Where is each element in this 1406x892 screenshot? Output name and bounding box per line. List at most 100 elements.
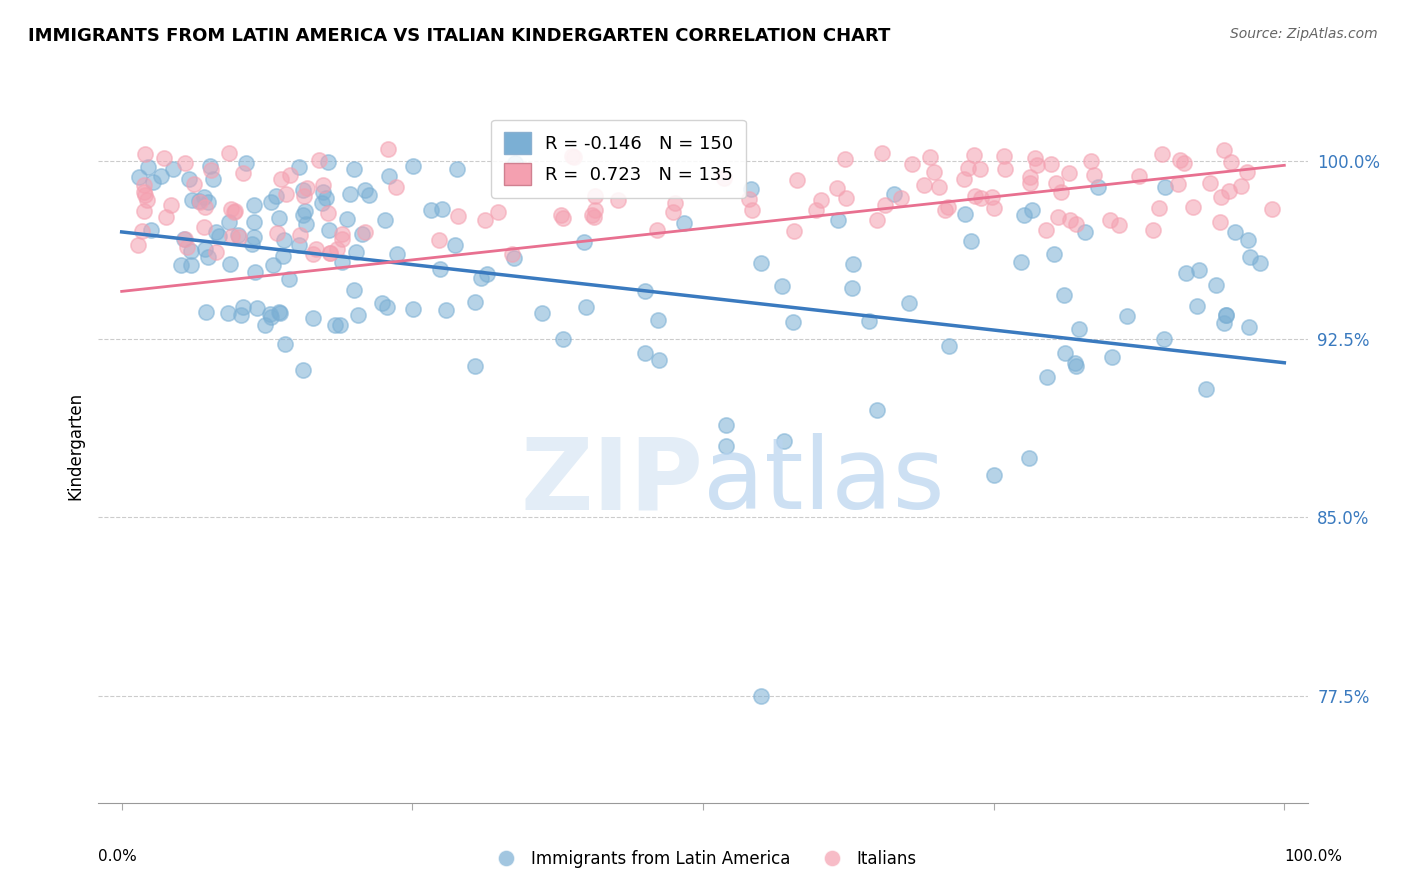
Point	[858, 314, 880, 328]
Point	[770, 279, 793, 293]
Point	[127, 237, 149, 252]
Point	[226, 227, 249, 242]
Point	[553, 332, 575, 346]
Point	[291, 208, 314, 222]
Point	[953, 172, 976, 186]
Point	[352, 227, 374, 241]
Point	[1223, 225, 1246, 239]
Point	[318, 245, 340, 260]
Point	[336, 211, 359, 226]
Point	[607, 194, 630, 208]
Point	[294, 204, 316, 219]
Point	[883, 186, 905, 201]
Point	[343, 162, 366, 177]
Point	[1064, 356, 1087, 370]
Point	[738, 192, 761, 206]
Point	[1018, 450, 1040, 465]
Point	[502, 251, 524, 265]
Point	[384, 179, 406, 194]
Point	[243, 229, 266, 244]
Point	[245, 265, 267, 279]
Point	[218, 257, 240, 271]
Text: IMMIGRANTS FROM LATIN AMERICA VS ITALIAN KINDERGARTEN CORRELATION CHART: IMMIGRANTS FROM LATIN AMERICA VS ITALIAN…	[28, 27, 890, 45]
Point	[377, 142, 399, 156]
Point	[936, 201, 959, 215]
Point	[132, 203, 155, 218]
Point	[197, 194, 219, 209]
Point	[981, 190, 1004, 204]
Point	[271, 249, 294, 263]
Point	[1054, 346, 1077, 360]
Point	[934, 202, 956, 217]
Point	[1173, 156, 1195, 170]
Point	[963, 147, 986, 161]
Point	[1261, 202, 1284, 217]
Point	[218, 145, 240, 160]
Point	[302, 247, 325, 261]
Point	[136, 160, 159, 174]
Point	[134, 188, 156, 202]
Point	[319, 246, 342, 260]
Point	[344, 245, 367, 260]
Point	[1087, 179, 1109, 194]
Point	[288, 238, 311, 252]
Text: atlas: atlas	[703, 434, 945, 530]
Point	[221, 229, 243, 244]
Point	[841, 281, 863, 295]
Point	[645, 223, 668, 237]
Text: Source: ZipAtlas.com: Source: ZipAtlas.com	[1230, 27, 1378, 41]
Point	[1237, 233, 1260, 247]
Point	[922, 165, 945, 179]
Point	[1168, 153, 1191, 167]
Point	[224, 204, 246, 219]
Point	[222, 205, 245, 219]
Point	[316, 206, 339, 220]
Point	[912, 178, 935, 193]
Point	[374, 212, 396, 227]
Point	[501, 246, 523, 260]
Point	[749, 256, 772, 270]
Point	[1053, 288, 1076, 302]
Point	[716, 417, 738, 432]
Point	[531, 306, 554, 320]
Point	[1167, 177, 1189, 191]
Point	[305, 242, 328, 256]
Point	[551, 211, 574, 225]
Point	[475, 267, 498, 281]
Point	[581, 208, 603, 222]
Point	[302, 310, 325, 325]
Point	[716, 439, 738, 453]
Point	[1181, 201, 1204, 215]
Point	[330, 255, 353, 269]
Point	[427, 233, 450, 247]
Point	[267, 211, 290, 226]
Point	[375, 300, 398, 314]
Point	[339, 186, 361, 201]
Point	[402, 159, 425, 173]
Point	[311, 195, 333, 210]
Point	[1024, 151, 1046, 165]
Point	[470, 271, 492, 285]
Point	[176, 239, 198, 253]
Point	[866, 213, 889, 227]
Point	[1212, 143, 1234, 157]
Point	[1128, 169, 1150, 184]
Point	[561, 149, 583, 163]
Point	[243, 215, 266, 229]
Point	[174, 156, 197, 170]
Point	[246, 301, 269, 315]
Point	[1010, 254, 1032, 268]
Point	[1040, 157, 1063, 171]
Point	[1205, 278, 1227, 293]
Point	[205, 225, 228, 239]
Point	[318, 223, 340, 237]
Point	[430, 202, 453, 217]
Point	[1057, 166, 1080, 180]
Point	[132, 185, 155, 199]
Point	[264, 188, 287, 202]
Point	[1069, 322, 1091, 336]
Point	[235, 155, 257, 169]
Legend: R = -0.146   N = 150, R =  0.723   N = 135: R = -0.146 N = 150, R = 0.723 N = 135	[491, 120, 745, 198]
Point	[259, 306, 281, 320]
Point	[354, 183, 377, 197]
